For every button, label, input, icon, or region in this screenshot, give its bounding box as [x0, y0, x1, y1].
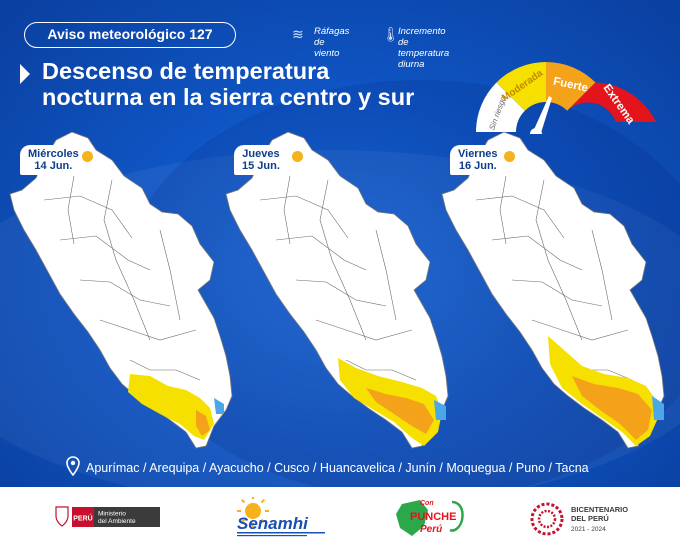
day-label-1: Miércoles 14 Jun.: [20, 145, 87, 175]
map-day-2: [225, 131, 449, 449]
gauge-needle: [532, 96, 552, 134]
page-title: Descenso de temperatura nocturna en la s…: [42, 58, 415, 110]
location-pin-icon: [66, 456, 80, 476]
gauge-hub: [530, 128, 542, 134]
risk-gauge: Sin riesgo Moderada Fuerte Extrema: [476, 62, 656, 134]
title-arrow-icon: [20, 64, 30, 84]
affected-regions: Apurímac / Arequipa / Ayacucho / Cusco /…: [86, 461, 589, 475]
svg-text:del Ambiente: del Ambiente: [98, 518, 136, 525]
coat-of-arms-icon: [55, 506, 69, 527]
svg-text:Perú: Perú: [420, 524, 442, 535]
svg-text:DEL PERÚ: DEL PERÚ: [571, 514, 609, 523]
map-day-1: [9, 131, 233, 449]
svg-text:BICENTENARIO: BICENTENARIO: [571, 505, 628, 514]
bicentenario-logo: BICENTENARIO DEL PERÚ 2021 - 2024: [530, 502, 628, 536]
gauge-segment-strong: [546, 62, 596, 111]
svg-text:Ministerio: Ministerio: [98, 511, 126, 518]
sun-icon: [292, 151, 303, 162]
maps-layer: [9, 131, 665, 449]
svg-text:Con: Con: [420, 500, 434, 507]
day-label-3: Viernes 16 Jun.: [450, 145, 506, 175]
svg-text:2021 - 2024: 2021 - 2024: [571, 526, 606, 533]
bulletin-badge: Aviso meteorológico 127: [24, 22, 236, 48]
wind-gust-icon: ≋: [292, 26, 304, 42]
senamhi-logo: Senamhi: [237, 497, 325, 537]
day-label-2: Jueves 15 Jun.: [234, 145, 288, 175]
map-day-3: [441, 131, 665, 449]
svg-text:PUNCHE: PUNCHE: [410, 511, 456, 523]
svg-text:Senamhi: Senamhi: [237, 514, 309, 533]
sun-icon: [82, 151, 93, 162]
con-punche-peru-logo: Con PUNCHE Perú: [396, 500, 464, 536]
svg-text:PERÚ: PERÚ: [73, 514, 92, 523]
gauge-segment-moderate: [496, 62, 546, 111]
thermometer-up-icon: 🌡: [382, 26, 400, 42]
sun-icon: [504, 151, 515, 162]
gauge-segment-none: [476, 82, 525, 132]
ministry-logo: PERÚ Ministerio del Ambiente: [55, 506, 160, 527]
gauge-segment-extreme: [567, 82, 656, 122]
